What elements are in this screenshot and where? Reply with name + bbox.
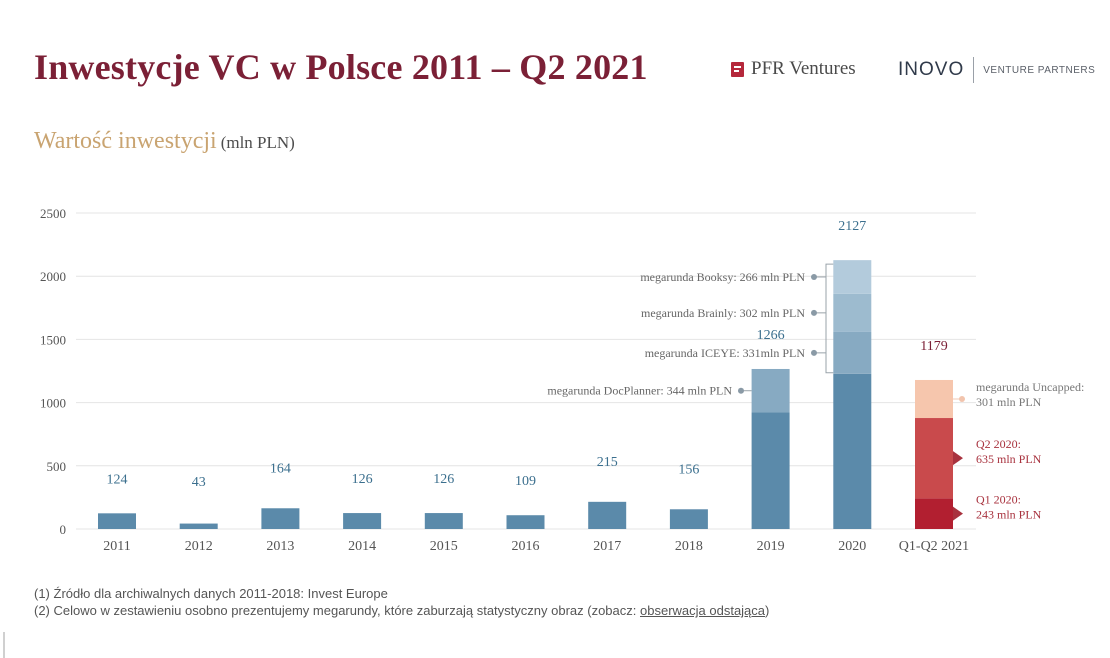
annotation-label: 243 mln PLN (976, 508, 1042, 522)
pfr-logo-text: PFR Ventures (751, 58, 856, 79)
bar-segment (588, 501, 627, 529)
annotation-label: 301 mln PLN (976, 395, 1042, 409)
inovo-logo: INOVO VENTURE PARTNERS (898, 57, 1095, 83)
annotation-label: Q1 2020: (976, 493, 1021, 507)
annotation-dot (738, 387, 744, 394)
bar-segment (424, 513, 463, 529)
x-tick-label: 2019 (757, 539, 785, 554)
data-label: 215 (597, 455, 618, 470)
bar-chart: 0 500 1000 1500 2000 2500 124 2011 43 2012 164 2013… (40, 206, 1084, 554)
annotation-dot (811, 309, 817, 316)
annotation-label: megarunda Brainly: 302 mln PLN (641, 306, 805, 320)
subtitle-main: Wartość inwestycji (34, 128, 217, 154)
annotation-label: megarunda DocPlanner: 344 mln PLN (547, 384, 732, 398)
x-tick-label: 2012 (185, 539, 213, 554)
bar-segment (833, 260, 872, 294)
bar-segment (915, 498, 953, 529)
x-tick-label: 2014 (348, 539, 376, 554)
edge-marker (3, 632, 5, 658)
data-label: 43 (192, 475, 206, 490)
bar-segment (833, 293, 872, 332)
bar-segment (98, 513, 136, 529)
x-tick-label: 2016 (512, 539, 540, 554)
data-label: 2127 (838, 219, 866, 234)
y-tick-label: 1000 (40, 396, 66, 411)
footnote-2-suffix: ) (765, 603, 770, 618)
y-tick-label: 0 (60, 522, 67, 537)
outlier-link[interactable]: obserwacja odstająca (640, 603, 766, 618)
annotation-arrow (953, 506, 963, 521)
data-label: 1266 (757, 328, 785, 343)
bar-segment (669, 509, 708, 529)
x-tick-label: 2020 (838, 539, 866, 554)
x-tick-label: 2013 (266, 539, 294, 554)
footnotes: (1) Źródło dla archiwalnych danych 2011-… (34, 585, 769, 619)
bar-segment (179, 523, 218, 529)
bar-segment (833, 373, 872, 529)
bar-segment (261, 508, 300, 529)
data-label: 124 (107, 472, 128, 487)
y-tick-label: 2000 (40, 269, 66, 284)
pfr-logo-icon (731, 61, 744, 77)
x-tick-label: Q1-Q2 2021 (899, 539, 969, 554)
annotation-dot (811, 273, 817, 280)
y-tick-label: 1500 (40, 332, 66, 347)
page-title: Inwestycje VC w Polsce 2011 – Q2 2021 (34, 47, 648, 87)
subtitle-unit: (mln PLN) (220, 133, 295, 152)
x-tick-label: 2017 (593, 539, 621, 554)
footnote-1: (1) Źródło dla archiwalnych danych 2011-… (34, 586, 388, 601)
data-label: 164 (270, 461, 291, 476)
annotation-dot (811, 349, 817, 356)
bar-segment (833, 331, 872, 374)
x-tick-label: 2018 (675, 539, 703, 554)
bar-segment (915, 418, 953, 499)
bar-segment (506, 515, 545, 529)
annotation-dot (959, 395, 965, 402)
annotation-label: megarunda Uncapped: (976, 380, 1084, 394)
y-tick-label: 500 (47, 459, 67, 474)
inovo-logo-divider (973, 57, 975, 83)
footnote-2-text: (2) Celowo w zestawieniu osobno prezentu… (34, 603, 640, 618)
inovo-logo-name: INOVO (898, 59, 965, 80)
x-tick-label: 2011 (103, 539, 130, 554)
inovo-logo-subtitle: VENTURE PARTNERS (983, 64, 1096, 76)
bar-segment (751, 368, 790, 413)
data-label: 1179 (920, 339, 947, 354)
annotation-arrow (953, 451, 963, 466)
x-tick-label: 2015 (430, 539, 458, 554)
bar-segment (343, 513, 382, 529)
megarounds-bracket (825, 263, 834, 374)
bar-segment (915, 379, 953, 419)
annotation-label: Q2 2020: (976, 437, 1021, 451)
bar-segment (751, 412, 790, 529)
data-label: 126 (352, 472, 373, 487)
chart-subtitle: Wartość inwestycji (mln PLN) (34, 128, 295, 155)
y-tick-label: 2500 (40, 206, 66, 221)
pfr-ventures-logo: PFR Ventures (731, 58, 856, 80)
footnote-2: (2) Celowo w zestawieniu osobno prezentu… (34, 602, 769, 619)
data-label: 109 (515, 474, 536, 489)
annotation-label: megarunda ICEYE: 331mln PLN (645, 346, 806, 360)
annotation-label: megarunda Booksy: 266 mln PLN (640, 270, 805, 284)
annotation-label: 635 mln PLN (976, 452, 1042, 466)
data-label: 156 (678, 462, 699, 477)
data-label: 126 (433, 472, 454, 487)
